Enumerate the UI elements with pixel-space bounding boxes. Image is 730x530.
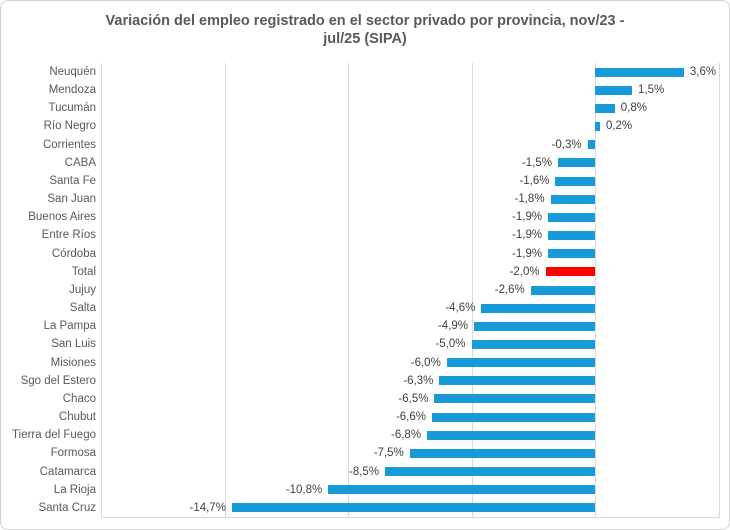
value-label: 1,5% xyxy=(638,84,665,97)
chart-title-line-1: Variación del empleo registrado en el se… xyxy=(105,13,625,29)
value-label: -7,5% xyxy=(373,447,404,460)
category-label: Tucumán xyxy=(48,102,96,115)
bar xyxy=(557,158,595,168)
category-label: Neuquén xyxy=(49,66,96,78)
category-label: Córdoba xyxy=(51,247,96,260)
category-label: Chaco xyxy=(62,392,96,405)
bar xyxy=(473,321,595,331)
bar xyxy=(550,194,595,204)
bar xyxy=(446,358,595,368)
value-label: -10,8% xyxy=(285,483,323,496)
category-label: Santa Cruz xyxy=(38,501,96,514)
value-label: -4,6% xyxy=(445,302,476,315)
category-label: La Pampa xyxy=(43,320,96,333)
value-label: -4,9% xyxy=(437,320,468,333)
value-label: -1,8% xyxy=(514,193,545,206)
value-label: -1,9% xyxy=(512,211,543,224)
category-label: Catamarca xyxy=(39,465,96,478)
bar xyxy=(481,303,595,313)
gridline xyxy=(348,63,349,517)
value-label: -1,5% xyxy=(521,156,552,169)
value-label: -6,0% xyxy=(410,356,441,369)
bar xyxy=(530,285,595,295)
bar xyxy=(595,103,615,113)
category-label: CABA xyxy=(64,156,96,169)
category-label: Sgo del Estero xyxy=(20,374,96,387)
category-label: Entre Ríos xyxy=(41,229,96,242)
category-label: San Luis xyxy=(51,338,96,351)
category-label: Salta xyxy=(69,302,96,315)
bar xyxy=(548,212,595,222)
bar xyxy=(587,140,595,150)
bar xyxy=(427,430,595,440)
bar xyxy=(595,85,633,95)
category-label: La Rioja xyxy=(53,483,96,496)
bar xyxy=(548,231,595,241)
value-label: -0,3% xyxy=(551,138,582,151)
value-label: -1,9% xyxy=(512,229,543,242)
value-label: -2,0% xyxy=(509,265,540,278)
bar xyxy=(439,376,595,386)
value-label: -8,5% xyxy=(349,465,380,478)
value-label: -14,7% xyxy=(189,501,226,514)
gridline xyxy=(224,63,226,517)
category-label: Misiones xyxy=(50,356,96,369)
bar xyxy=(471,339,595,349)
value-label: -1,9% xyxy=(512,247,543,260)
bar xyxy=(409,448,595,458)
bar xyxy=(385,467,595,477)
bar xyxy=(434,394,595,404)
value-label: -6,6% xyxy=(395,411,426,424)
category-label: Formosa xyxy=(50,447,96,460)
gridline xyxy=(595,63,596,517)
x-axis-line xyxy=(101,517,720,518)
category-label: Total xyxy=(71,265,96,278)
gridline xyxy=(101,63,102,517)
bar xyxy=(431,412,595,422)
value-label: 3,6% xyxy=(689,66,717,78)
value-label: -2,6% xyxy=(494,283,525,296)
value-label: 0,2% xyxy=(605,120,633,133)
bar xyxy=(595,122,600,132)
category-label: Mendoza xyxy=(48,84,96,97)
value-label: -1,6% xyxy=(519,174,550,187)
category-label: Jujuy xyxy=(69,283,96,296)
chart-title-line-2: jul/25 (SIPA) xyxy=(323,31,407,47)
category-label: Río Negro xyxy=(43,120,96,133)
gridline xyxy=(718,63,720,517)
bar xyxy=(555,176,595,186)
chart-title: Variación del empleo registrado en el se… xyxy=(1,12,729,48)
category-label: Chubut xyxy=(58,411,96,424)
bar xyxy=(595,67,684,77)
value-label: 0,8% xyxy=(620,102,647,115)
bar xyxy=(328,485,595,495)
bar-highlight xyxy=(545,267,595,277)
category-label: San Juan xyxy=(47,193,96,206)
category-label: Corrientes xyxy=(42,138,96,151)
gridline xyxy=(471,63,473,517)
value-label: -6,5% xyxy=(398,392,429,405)
value-label: -6,8% xyxy=(391,429,422,442)
value-label: -5,0% xyxy=(435,338,466,351)
category-label: Tierra del Fuego xyxy=(12,429,96,442)
bar xyxy=(231,503,595,513)
bar xyxy=(548,249,595,259)
value-label: -6,3% xyxy=(403,374,434,387)
category-label: Santa Fe xyxy=(49,174,96,187)
category-label: Buenos Aires xyxy=(28,211,96,224)
